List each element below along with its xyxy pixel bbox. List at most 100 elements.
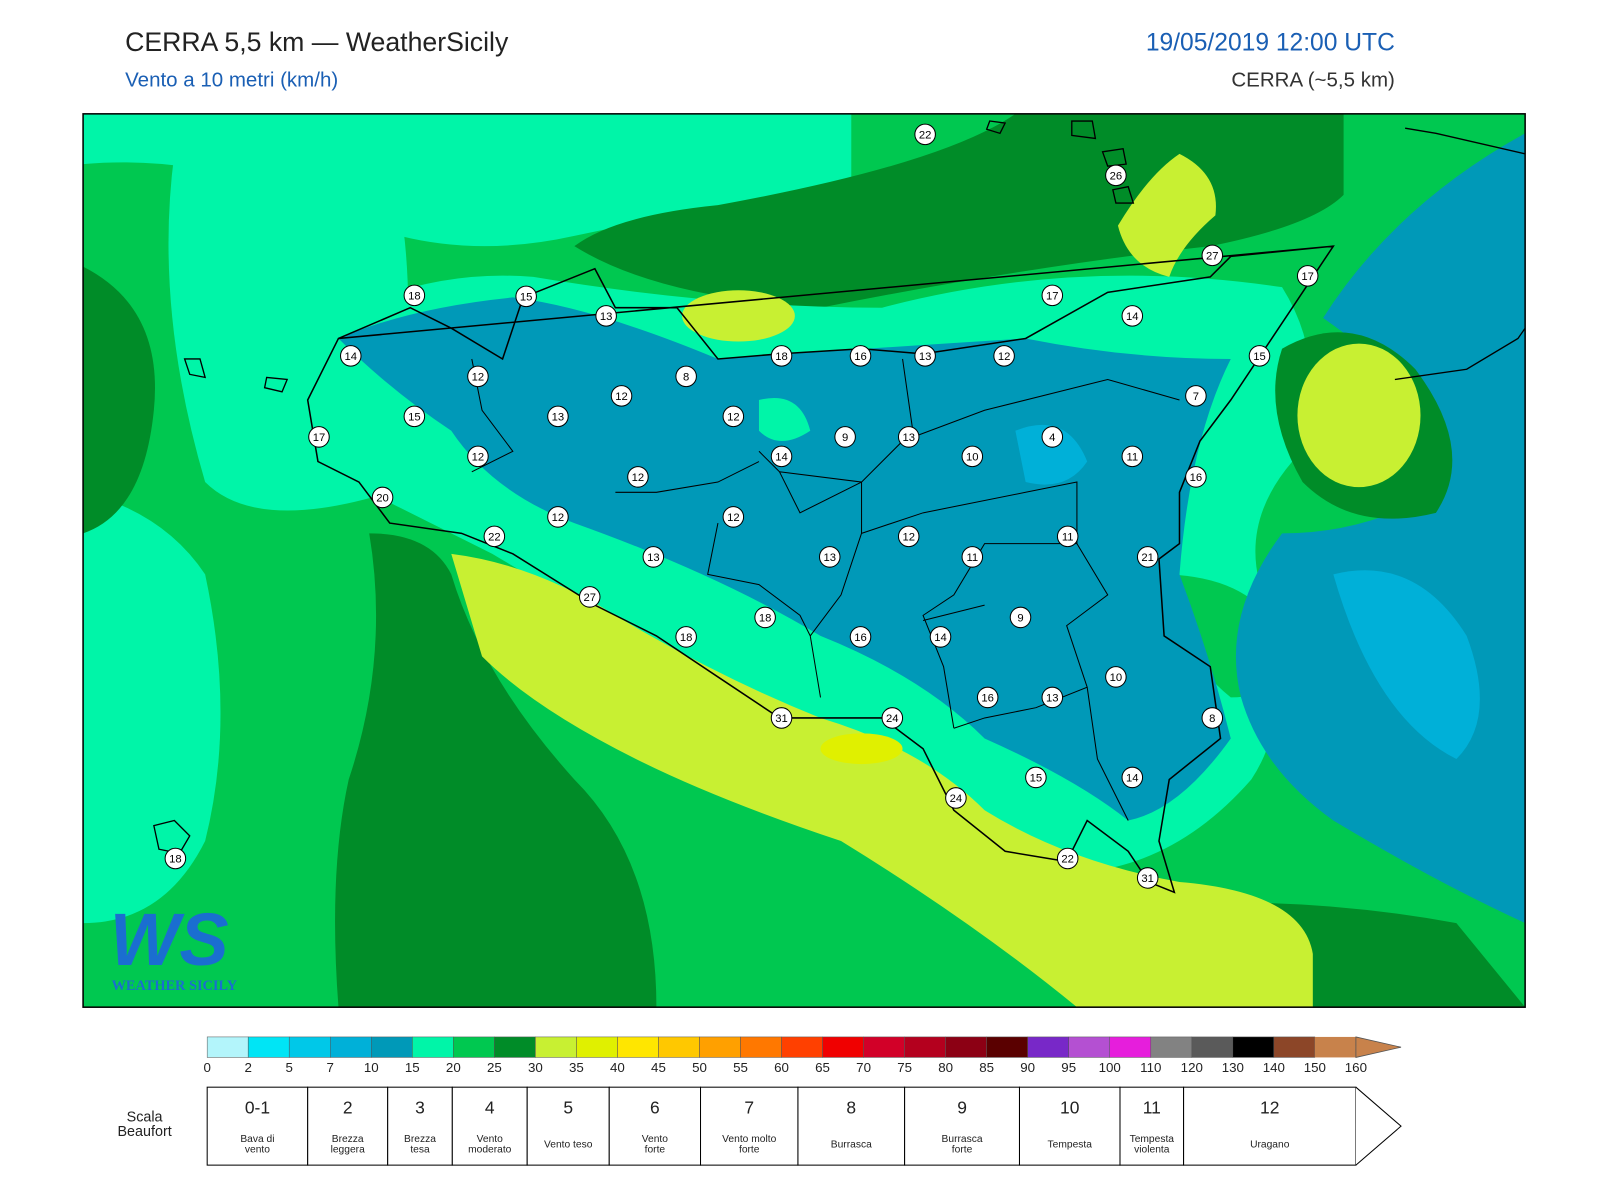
color-bin xyxy=(371,1036,413,1058)
station-marker xyxy=(722,506,745,528)
station-marker xyxy=(642,546,665,568)
station-value: 17 xyxy=(1301,271,1314,283)
station-value: 18 xyxy=(408,290,421,302)
colorbar-tick-label: 7 xyxy=(327,1060,334,1075)
color-bin xyxy=(945,1036,987,1058)
station-marker xyxy=(403,284,426,307)
stations: 22 26 27 17 18 15 13 17 14 14 18 16 13 12 15 12 8 12 7 15 13… xyxy=(164,123,1319,889)
station-value: 11 xyxy=(1126,451,1138,463)
color-bin xyxy=(247,1036,290,1058)
beaufort-description: Brezza xyxy=(404,1134,436,1145)
station-marker xyxy=(1185,466,1207,488)
station-marker xyxy=(914,123,936,146)
color-bin xyxy=(1027,1036,1069,1058)
station-marker xyxy=(467,445,489,468)
station-marker xyxy=(371,486,394,509)
datetime: 19/05/2019 12:00 UTC xyxy=(1146,30,1395,57)
colorbar-tick-label: 40 xyxy=(610,1060,625,1075)
colorbar-tick-label: 75 xyxy=(897,1060,912,1075)
color-bin xyxy=(1068,1036,1110,1058)
beaufort-force: 7 xyxy=(744,1097,754,1117)
station-value: 16 xyxy=(854,632,867,644)
color-bin xyxy=(822,1036,864,1058)
station-marker xyxy=(1105,164,1127,187)
station-marker xyxy=(849,626,872,648)
station-marker xyxy=(993,345,1015,367)
station-value: 12 xyxy=(632,472,645,484)
station-value: 18 xyxy=(680,632,693,644)
station-value: 8 xyxy=(1209,713,1215,725)
station-value: 10 xyxy=(1110,672,1123,684)
beaufort-description: Tempesta xyxy=(1048,1139,1093,1150)
title: CERRA 5,5 km — WeatherSicily xyxy=(125,27,509,57)
station-marker xyxy=(976,686,999,709)
station-value: 16 xyxy=(981,692,994,704)
station-value: 14 xyxy=(1126,772,1139,784)
station-marker xyxy=(627,466,649,488)
color-bin xyxy=(1191,1036,1234,1058)
color-bin xyxy=(206,1036,249,1058)
station-marker xyxy=(1041,426,1064,448)
station-value: 4 xyxy=(1049,432,1055,444)
beaufort-description: Tempesta xyxy=(1130,1134,1175,1145)
beaufort-description: Vento xyxy=(477,1134,504,1145)
station-marker xyxy=(610,385,633,407)
color-bin xyxy=(494,1036,536,1058)
station-value: 10 xyxy=(966,451,979,463)
station-marker xyxy=(914,345,936,367)
station-marker xyxy=(1201,244,1224,267)
station-marker xyxy=(1041,284,1064,307)
colorbar-tick-label: 65 xyxy=(815,1060,830,1075)
station-value: 13 xyxy=(919,351,932,363)
station-marker xyxy=(1025,766,1047,789)
model: CERRA (~5,5 km) xyxy=(1231,68,1394,91)
beaufort-cell xyxy=(387,1086,453,1166)
colorbar-tick-label: 70 xyxy=(856,1060,871,1075)
station-marker xyxy=(1296,265,1319,287)
station-marker xyxy=(961,445,984,468)
color-bin xyxy=(904,1036,946,1058)
station-marker xyxy=(483,525,506,548)
colorbar-tick-label: 80 xyxy=(938,1060,953,1075)
station-value: 8 xyxy=(683,371,689,383)
station-value: 18 xyxy=(759,612,772,624)
station-value: 14 xyxy=(934,632,947,644)
beaufort-force: 8 xyxy=(846,1097,856,1117)
station-value: 16 xyxy=(854,351,867,363)
station-value: 24 xyxy=(950,793,963,805)
colorbar-tick-label: 120 xyxy=(1181,1060,1203,1075)
station-marker xyxy=(515,285,537,308)
color-bin xyxy=(1150,1036,1193,1058)
logo-name: WEATHER SICILY xyxy=(112,978,238,994)
colorbar-tick-label: 100 xyxy=(1099,1060,1121,1075)
beaufort-cell xyxy=(451,1086,528,1166)
beaufort-force: 10 xyxy=(1060,1097,1080,1117)
colorbar-tick-label: 5 xyxy=(286,1060,293,1075)
beaufort-description: Vento xyxy=(642,1134,669,1145)
beaufort-cell xyxy=(608,1086,702,1166)
station-value: 31 xyxy=(1141,873,1154,885)
station-marker xyxy=(1041,686,1064,709)
station-marker xyxy=(1248,345,1271,367)
station-marker xyxy=(1136,546,1159,568)
station-value: 12 xyxy=(552,512,565,524)
colorbar-tick-label: 90 xyxy=(1020,1060,1035,1075)
beaufort-description: Vento molto xyxy=(722,1134,776,1145)
station-marker xyxy=(1121,766,1144,789)
colorbar-tick-label: 20 xyxy=(446,1060,461,1075)
station-value: 15 xyxy=(1253,351,1266,363)
station-value: 22 xyxy=(488,531,501,543)
beaufort-description: tesa xyxy=(410,1144,430,1155)
logo-mark: WS xyxy=(110,898,229,981)
color-bin xyxy=(617,1036,659,1058)
color-bin xyxy=(781,1036,823,1058)
color-bin xyxy=(453,1036,495,1058)
station-marker xyxy=(770,707,793,729)
beaufort-description: Vento teso xyxy=(544,1139,593,1150)
beaufort-cell xyxy=(1119,1086,1185,1166)
beaufort-description: Brezza xyxy=(332,1134,364,1145)
station-marker xyxy=(164,847,187,870)
color-bin xyxy=(1232,1036,1275,1058)
station-marker xyxy=(818,546,841,568)
